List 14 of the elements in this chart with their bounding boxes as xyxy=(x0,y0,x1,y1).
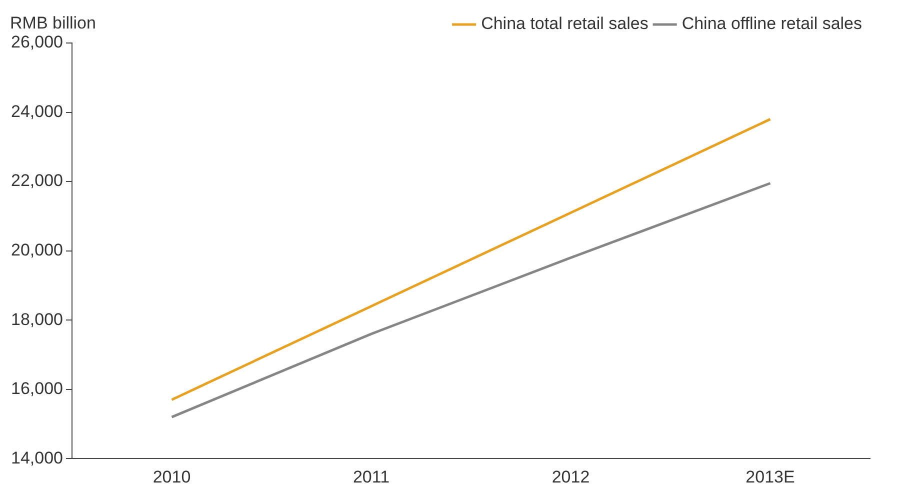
y-tick-label: 16,000 xyxy=(10,379,63,398)
y-tick-label: 18,000 xyxy=(10,310,63,329)
x-tick-label: 2013E xyxy=(746,467,795,486)
y-tick-label: 26,000 xyxy=(10,32,63,52)
x-tick-label: 2010 xyxy=(152,467,191,486)
y-tick-label: 20,000 xyxy=(10,240,63,260)
y-tick-label: 14,000 xyxy=(10,448,63,468)
legend-label: China total retail sales xyxy=(481,14,648,34)
x-tick-label: 2011 xyxy=(352,467,390,486)
y-axis-title: RMB billion xyxy=(10,14,96,33)
legend-label: China offline retail sales xyxy=(682,14,862,34)
y-tick-label: 24,000 xyxy=(10,102,63,121)
y-tick-label: 22,000 xyxy=(10,171,63,190)
x-tick-label: 2012 xyxy=(552,467,590,486)
